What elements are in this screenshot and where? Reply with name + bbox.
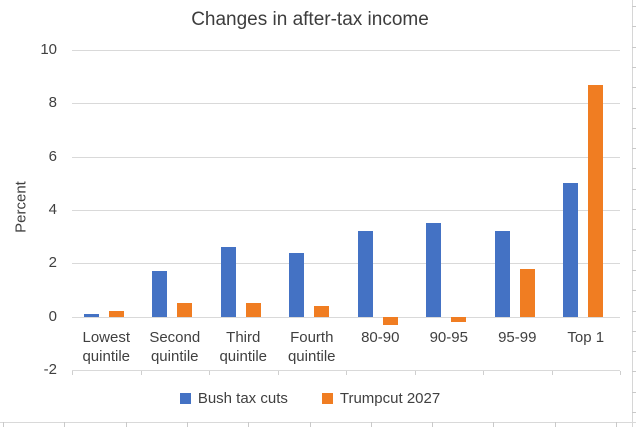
gridline-y-2	[72, 263, 620, 265]
bar-series1-lowest-quintile	[108, 311, 124, 317]
sheet-column-tick	[370, 422, 372, 427]
sheet-column-tick	[64, 422, 66, 427]
x-tick-label-fourth-quintile: Fourth quintile	[287, 328, 336, 365]
bar-series1-third-quintile	[245, 303, 261, 317]
bar-series1-fourth-quintile	[314, 306, 330, 317]
sheet-row-tick	[632, 310, 636, 312]
sheet-row-tick	[632, 46, 636, 48]
spreadsheet-column-edge	[632, 0, 633, 427]
x-axis-tick	[72, 371, 73, 375]
x-tick-label-third-quintile: Third quintile	[219, 328, 268, 365]
gridline-y-0	[72, 316, 620, 318]
x-tick-label-80-90: 80-90	[361, 328, 400, 346]
gridline-y-10	[72, 50, 620, 51]
bar-series0-top-1	[563, 183, 579, 317]
bar-series1-80-90	[382, 316, 398, 325]
x-axis-tick	[551, 371, 553, 375]
sheet-column-tick	[554, 422, 556, 427]
legend: Bush tax cuts Trumpcut 2027	[0, 390, 620, 407]
y-tick-label-2: 2	[48, 254, 57, 272]
sheet-row-tick	[632, 209, 636, 210]
legend-label-0: Bush tax cuts	[197, 390, 288, 407]
sheet-row-tick	[632, 330, 636, 332]
sheet-row-tick	[632, 6, 636, 7]
legend-swatch-icon	[321, 393, 333, 404]
sheet-column-tick	[616, 422, 617, 427]
x-axis-tick	[277, 371, 279, 375]
y-tick-label-0: 0	[48, 307, 57, 325]
bar-series1-second-quintile	[177, 303, 193, 317]
sheet-row-tick	[632, 26, 636, 28]
x-axis-tick	[414, 371, 416, 375]
y-tick-label-4: 4	[48, 201, 57, 218]
sheet-column-tick	[248, 422, 250, 427]
y-tick-label-6: 6	[48, 147, 57, 165]
bar-series0-95-99	[494, 231, 510, 317]
sheet-row-tick	[632, 371, 636, 373]
sheet-row-tick	[632, 107, 636, 109]
y-tick-label--2: -2	[43, 361, 57, 378]
gridline-y-8	[72, 103, 620, 105]
x-tick-label-95-99: 95-99	[498, 328, 537, 346]
sheet-row-tick	[632, 249, 636, 251]
sheet-column-tick	[309, 422, 311, 427]
sheet-row-tick	[632, 66, 636, 68]
sheet-row-tick	[632, 351, 636, 353]
bar-series1-top-1	[588, 84, 604, 317]
bar-series0-second-quintile	[152, 271, 168, 317]
sheet-row-tick	[632, 127, 636, 129]
x-tick-label-90-95: 90-95	[429, 328, 468, 346]
legend-item-0: Bush tax cuts	[179, 390, 288, 407]
sheet-column-tick	[493, 422, 495, 427]
sheet-row-tick	[632, 188, 636, 190]
x-tick-label-top-1: Top 1	[567, 328, 605, 346]
bar-series0-third-quintile	[220, 247, 236, 317]
gridline-y-6	[72, 156, 620, 158]
x-axis-tick	[209, 371, 210, 375]
bar-series0-90-95	[426, 223, 442, 317]
legend-label-1: Trumpcut 2027	[339, 390, 441, 407]
sheet-row-tick	[632, 168, 636, 170]
bar-series0-80-90	[357, 231, 373, 317]
x-tick-label-second-quintile: Second quintile	[149, 328, 201, 365]
bar-series0-lowest-quintile	[83, 314, 99, 317]
bar-series0-fourth-quintile	[289, 252, 305, 317]
sheet-row-tick	[632, 148, 636, 150]
sheet-row-tick	[632, 229, 636, 231]
x-tick-label-lowest-quintile: Lowest quintile	[82, 328, 131, 365]
sheet-row-tick	[632, 87, 636, 89]
legend-item-1: Trumpcut 2027	[321, 390, 441, 407]
bar-series1-95-99	[519, 268, 535, 317]
sheet-column-tick	[186, 422, 188, 427]
sheet-row-tick	[632, 412, 636, 413]
sheet-column-tick	[125, 422, 127, 427]
gridline-y--2	[72, 370, 620, 371]
x-axis-tick	[140, 371, 142, 375]
chart-title: Changes in after-tax income	[191, 9, 429, 30]
spreadsheet-row-edge	[0, 422, 636, 423]
sheet-column-tick	[432, 422, 434, 427]
gridline-y-4	[72, 210, 620, 211]
x-axis-tick	[483, 371, 484, 375]
x-axis-tick	[346, 371, 347, 375]
sheet-row-tick	[632, 269, 636, 271]
legend-swatch-icon	[179, 393, 191, 404]
sheet-row-tick	[632, 290, 636, 292]
sheet-row-tick	[632, 391, 636, 393]
y-tick-label-8: 8	[48, 94, 57, 112]
sheet-column-tick	[3, 422, 4, 427]
y-tick-label-10: 10	[40, 41, 57, 58]
bar-series1-90-95	[451, 316, 467, 322]
x-axis-tick	[620, 371, 621, 375]
